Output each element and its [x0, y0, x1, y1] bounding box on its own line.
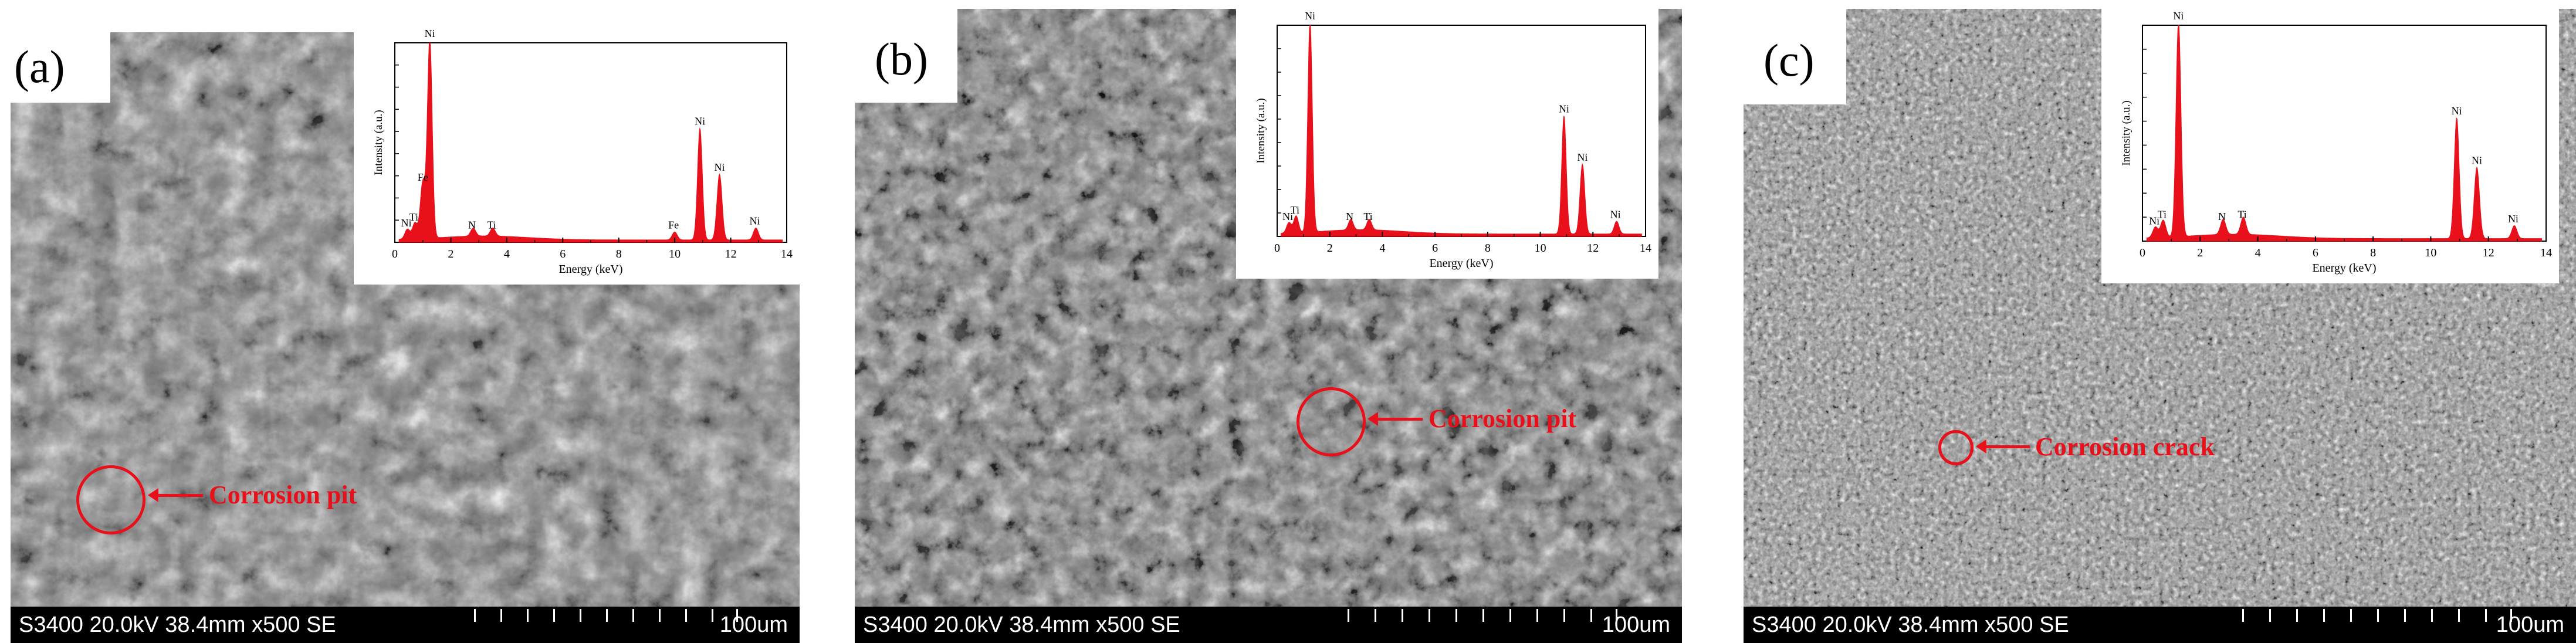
peak-label: N — [2218, 211, 2226, 222]
info-bar-c: S3400 20.0kV 38.4mm x500 SE 100um — [1744, 607, 2576, 643]
x-tick-label: 14 — [2540, 246, 2552, 259]
plot-frame — [2142, 25, 2547, 242]
x-tick-label: 4 — [504, 248, 510, 260]
panel-letter-c: (c) — [1763, 35, 1815, 86]
peak-label: Ni — [425, 28, 435, 39]
x-tick-label: 4 — [2255, 246, 2261, 259]
scale-label-b: 100um — [1602, 612, 1670, 637]
peak-label: Ti — [1291, 204, 1299, 216]
peak-label: N — [1346, 211, 1353, 222]
letter-box-a: (a) — [11, 0, 110, 103]
annotation-label-a: Corrosion pit — [209, 480, 357, 509]
scale-ticks-b — [1348, 609, 1617, 622]
peak-label: Ni — [1577, 151, 1587, 163]
info-text-b: S3400 20.0kV 38.4mm x500 SE — [863, 612, 1180, 637]
peak-label: Ni — [1610, 208, 1621, 220]
peak-label: N — [468, 219, 476, 231]
annotation-label-b: Corrosion pit — [1429, 404, 1577, 433]
x-tick-label: 12 — [1587, 242, 1599, 255]
x-tick-label: 10 — [2425, 246, 2436, 259]
x-tick-label: 6 — [560, 248, 566, 260]
peak-label: Ni — [1282, 211, 1293, 222]
corrosion-circle-b — [1297, 387, 1366, 456]
corrosion-circle-a — [76, 465, 145, 534]
x-tick-label: 2 — [448, 248, 453, 260]
info-bar-b: S3400 20.0kV 38.4mm x500 SE 100um — [855, 607, 1682, 643]
y-axis-label: Intensity (a.u.) — [373, 110, 385, 175]
eds-inset-a: Ni Ti Fe Ni N Ti Fe Ni Ni Ni 0 2 4 6 8 10 12 14 Energy (ke… — [354, 26, 800, 285]
x-tick-label: 6 — [2313, 246, 2318, 259]
peak-label: Ni — [401, 217, 411, 229]
letter-box-b: (b) — [855, 0, 957, 103]
x-tick-label: 0 — [2140, 246, 2145, 259]
panel-letter-b: (b) — [875, 33, 928, 84]
x-tick-label: 12 — [725, 248, 737, 260]
annotation-arrow-c — [1976, 439, 2030, 454]
panel-b: S3400 20.0kV 38.4mm x500 SE 100um (b) Ni… — [855, 0, 1682, 643]
scale-label-a: 100um — [719, 612, 788, 637]
scale-label-c: 100um — [2496, 612, 2564, 637]
peak-label: Fe — [668, 219, 679, 231]
x-tick-label: 0 — [1274, 242, 1280, 255]
info-bar-a: S3400 20.0kV 38.4mm x500 SE 100um — [11, 607, 800, 643]
x-tick-label: 12 — [2483, 246, 2494, 259]
panel-letter-a: (a) — [14, 41, 65, 92]
eds-inset-c: Ni Ti Ni N Ti Ni Ni Ni 0 2 4 6 8 10 12 14 Energy (keV) In… — [2101, 9, 2559, 283]
plot-frame — [1277, 25, 1646, 237]
annotation-arrow-a — [148, 488, 203, 502]
x-tick-label: 2 — [1327, 242, 1333, 255]
x-tick-label: 8 — [2370, 246, 2376, 259]
x-axis-label: Energy (keV) — [1429, 257, 1493, 270]
peak-label: Ni — [2149, 215, 2159, 227]
scale-ticks-c — [2242, 609, 2512, 622]
x-axis-label: Energy (keV) — [558, 263, 622, 276]
panel-c: S3400 20.0kV 38.4mm x500 SE 100um (c) Ni… — [1744, 0, 2576, 643]
x-tick-label: 8 — [1485, 242, 1491, 255]
peak-label: Ni — [714, 161, 725, 173]
x-tick-label: 2 — [2197, 246, 2203, 259]
annotation-label-c: Corrosion crack — [2035, 432, 2215, 461]
peak-label: Ti — [1363, 211, 1372, 222]
scale-ticks-a — [474, 609, 738, 622]
info-text-c: S3400 20.0kV 38.4mm x500 SE — [1752, 612, 2069, 637]
peak-label: Ni — [1305, 10, 1315, 22]
peak-label: Ni — [2508, 213, 2519, 225]
info-text-a: S3400 20.0kV 38.4mm x500 SE — [19, 612, 336, 637]
peak-label: Ti — [487, 219, 496, 231]
x-tick-label: 10 — [669, 248, 681, 260]
x-tick-label: 14 — [1640, 242, 1651, 255]
letter-box-c: (c) — [1744, 0, 1846, 104]
spectrum-area — [398, 42, 783, 243]
x-tick-label: 4 — [1379, 242, 1385, 255]
x-axis-label: Energy (keV) — [2312, 262, 2376, 275]
x-tick-label: 8 — [616, 248, 622, 260]
peak-label: Ni — [750, 215, 760, 227]
peak-label: Ni — [2472, 155, 2482, 167]
peak-label: Ti — [409, 211, 418, 223]
annotation-arrow-b — [1367, 412, 1423, 426]
x-tick-label: 10 — [1535, 242, 1546, 255]
corrosion-circle-c — [1938, 430, 1974, 465]
x-tick-label: 0 — [392, 248, 398, 260]
panel-a: S3400 20.0kV 38.4mm x500 SE 100um (a) Ni… — [11, 0, 800, 643]
peak-label: Ni — [2173, 10, 2184, 22]
peak-label: Ti — [2238, 209, 2246, 221]
peak-label: Fe — [418, 171, 428, 183]
plot-frame — [394, 42, 787, 243]
y-axis-label: Intensity (a.u.) — [2120, 100, 2132, 165]
x-tick-label: 14 — [781, 248, 793, 260]
peak-label: Ni — [695, 116, 705, 127]
peak-label: Ti — [2158, 209, 2167, 221]
eds-inset-b: Ni Ti Ni N Ti Ni Ni Ni 0 2 4 6 8 10 12 14 Energy (keV) In… — [1236, 9, 1658, 279]
spectrum-area — [1281, 25, 1642, 237]
y-axis-label: Intensity (a.u.) — [1255, 98, 1267, 163]
peak-label: Ni — [2452, 105, 2462, 117]
peak-label: Ni — [1559, 103, 1569, 114]
x-tick-label: 6 — [1432, 242, 1438, 255]
spectrum-area — [2146, 25, 2543, 242]
